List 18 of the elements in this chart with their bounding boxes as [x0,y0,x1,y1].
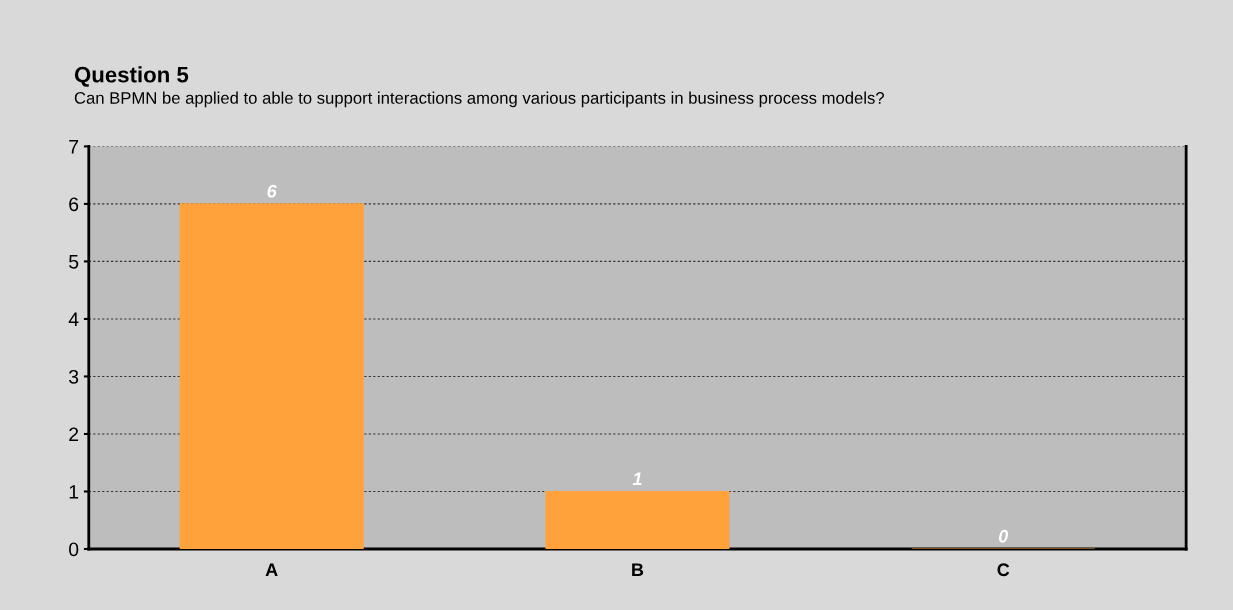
bar [545,490,730,549]
y-tick-label: 2 [69,427,79,442]
x-tick-label: C [997,563,1010,577]
bar [179,203,364,549]
chart-title: Question 5 [74,66,189,87]
y-tick-label: 5 [69,255,79,269]
x-tick-label: B [632,563,644,576]
y-tick-label: 4 [68,312,79,326]
chart-subtitle: Can BPMN be applied to able to support interactions among various participants in business process models? [74,91,884,108]
y-tick-label: 6 [69,197,79,212]
y-tick-label: 3 [68,369,79,384]
data-label: 6 [267,184,277,198]
x-tick-label: A [265,563,278,576]
y-tick-label: 7 [69,140,79,154]
y-tick-label: 0 [69,542,79,557]
y-tick-label: 1 [69,485,79,499]
data-label: 1 [632,472,642,485]
data-label: 0 [998,529,1009,543]
